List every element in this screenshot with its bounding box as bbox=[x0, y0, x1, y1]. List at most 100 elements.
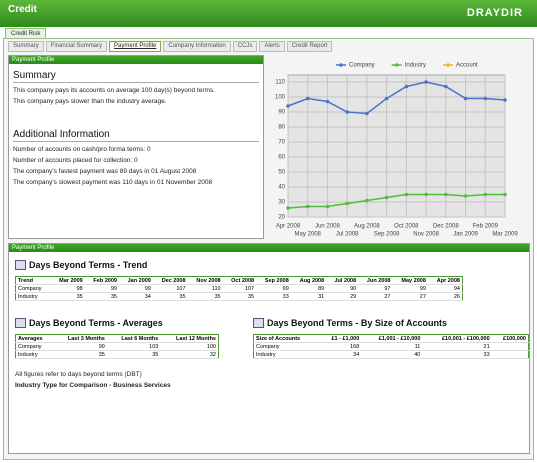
tab[interactable]: Summary bbox=[8, 41, 44, 52]
brand: DRAYDIR bbox=[466, 7, 523, 19]
tab[interactable]: Company Information bbox=[163, 41, 231, 52]
cell: Sep 2008 bbox=[256, 276, 291, 285]
cell: 35 bbox=[53, 350, 107, 359]
cell: 99 bbox=[84, 284, 119, 293]
cell: £1,001 - £10,000 bbox=[361, 334, 423, 343]
x-tick-label: Apr 2008 bbox=[276, 224, 301, 230]
text-line: The company's fastest payment was 89 day… bbox=[13, 168, 197, 175]
cell: Nov 2008 bbox=[187, 276, 223, 285]
industry-note: Industry Type for Comparison - Business … bbox=[15, 382, 171, 389]
title-text: Days Beyond Terms - By Size of Accounts bbox=[267, 318, 448, 328]
legend-label: Company bbox=[349, 63, 375, 69]
x-tick-label: Sep 2008 bbox=[374, 232, 400, 238]
cell: Oct 2008 bbox=[222, 276, 257, 285]
cell: 40 bbox=[361, 350, 423, 359]
cell: 34 bbox=[118, 292, 153, 301]
cell: 99 bbox=[392, 284, 428, 293]
x-tick-label: Feb 2009 bbox=[473, 224, 499, 230]
x-tick-label: Aug 2008 bbox=[354, 224, 380, 230]
point bbox=[463, 194, 468, 198]
cell: £10,001 - £100,000 bbox=[422, 334, 492, 343]
cell: Apr 2008 bbox=[427, 276, 463, 285]
y-tick-label: 110 bbox=[275, 80, 285, 86]
cell: May 2008 bbox=[392, 276, 428, 285]
table-title: Days Beyond Terms - Averages bbox=[15, 318, 163, 328]
cell: Mar 2009 bbox=[50, 276, 85, 285]
cell: 99 bbox=[256, 284, 291, 293]
cell: Jan 2009 bbox=[118, 276, 153, 285]
point bbox=[365, 111, 369, 116]
cell: 35 bbox=[106, 350, 161, 359]
point bbox=[483, 192, 488, 197]
cell: 27 bbox=[392, 292, 428, 301]
cell: Feb 2009 bbox=[84, 276, 119, 285]
table-title: Days Beyond Terms - Trend bbox=[15, 260, 147, 270]
cell: Last 3 Months bbox=[53, 334, 107, 343]
icon bbox=[15, 318, 26, 328]
cell: Company bbox=[15, 342, 54, 351]
x-tick-label: Nov 2008 bbox=[413, 232, 439, 238]
cell: £1 - £1,000 bbox=[318, 334, 362, 343]
x-tick-label: Mar 2009 bbox=[492, 232, 518, 238]
cell: Last 12 Months bbox=[160, 334, 219, 343]
tab[interactable]: CCJs bbox=[232, 41, 258, 52]
point bbox=[305, 204, 310, 209]
point bbox=[503, 192, 507, 197]
legend-label: Industry bbox=[405, 63, 426, 69]
tab-bar: Summary Financial Summary Payment Profile C… bbox=[8, 41, 333, 52]
cell: 35 bbox=[152, 292, 188, 301]
legend-dot bbox=[446, 63, 450, 67]
size-table: Size of Accounts £1 - £1,000 £1,001 - £10,… bbox=[253, 334, 529, 359]
text-line: Number of accounts placed for collection… bbox=[13, 157, 138, 164]
cell: 31 bbox=[290, 292, 327, 301]
y-tick-label: 100 bbox=[275, 95, 286, 101]
cell: 35 bbox=[50, 292, 85, 301]
series-line bbox=[287, 81, 506, 115]
cell: Size of Accounts bbox=[253, 334, 319, 343]
tab[interactable]: Credit Report bbox=[286, 41, 333, 52]
y-tick-label: 40 bbox=[278, 185, 285, 191]
y-tick-label: 60 bbox=[278, 155, 285, 161]
cell: Industry bbox=[253, 350, 319, 359]
point bbox=[444, 192, 448, 197]
point bbox=[503, 98, 507, 102]
cell: 35 bbox=[222, 292, 257, 301]
series-line bbox=[287, 193, 505, 209]
cell: 32 bbox=[160, 350, 219, 359]
title-text: Days Beyond Terms - Trend bbox=[29, 260, 148, 270]
panel-header: Payment Profile bbox=[9, 244, 529, 252]
panel-header: Payment Profile bbox=[9, 56, 263, 64]
cell: Last 6 Months bbox=[106, 334, 161, 343]
cell: 35 bbox=[84, 292, 119, 301]
cell: 94 bbox=[427, 284, 463, 293]
cell: 11 bbox=[361, 342, 423, 351]
main-tab[interactable]: Credit Risk bbox=[5, 28, 47, 39]
point bbox=[384, 96, 389, 101]
tab[interactable]: Financial Summary bbox=[45, 41, 108, 52]
table-row: Averages Last 3 Months Last 6 Months Last 1… bbox=[15, 334, 219, 343]
cell: 168 bbox=[318, 342, 362, 351]
section-title: Summary bbox=[13, 70, 259, 83]
cell: 89 bbox=[290, 284, 327, 293]
title-text: Days Beyond Terms - Averages bbox=[29, 318, 163, 328]
cell: 97 bbox=[358, 284, 393, 293]
cell: 100 bbox=[160, 342, 219, 351]
table-row: Company 99 103 100 bbox=[15, 342, 219, 351]
legend-dot bbox=[339, 63, 343, 67]
tab[interactable]: Payment Profile bbox=[109, 41, 162, 52]
cell bbox=[491, 350, 529, 359]
point bbox=[404, 192, 409, 197]
x-tick-label: Dec 2008 bbox=[433, 224, 459, 230]
section-title: Additional Information bbox=[13, 129, 259, 142]
table-row: Company 98 99 99 107 110 107 99 89 90 97 99 94 bbox=[15, 284, 463, 293]
cell: 33 bbox=[256, 292, 291, 301]
y-tick-label: 30 bbox=[278, 200, 285, 206]
text-line: This company pays its accounts on averag… bbox=[13, 87, 215, 94]
tab[interactable]: Alerts bbox=[259, 41, 285, 52]
y-tick-label: 70 bbox=[278, 140, 285, 146]
text-line: Number of accounts on cash/pro forma ter… bbox=[13, 146, 151, 153]
table-row: Industry 34 40 33 bbox=[253, 350, 529, 359]
cell: 90 bbox=[326, 284, 359, 293]
logo: Credit bbox=[8, 4, 37, 15]
